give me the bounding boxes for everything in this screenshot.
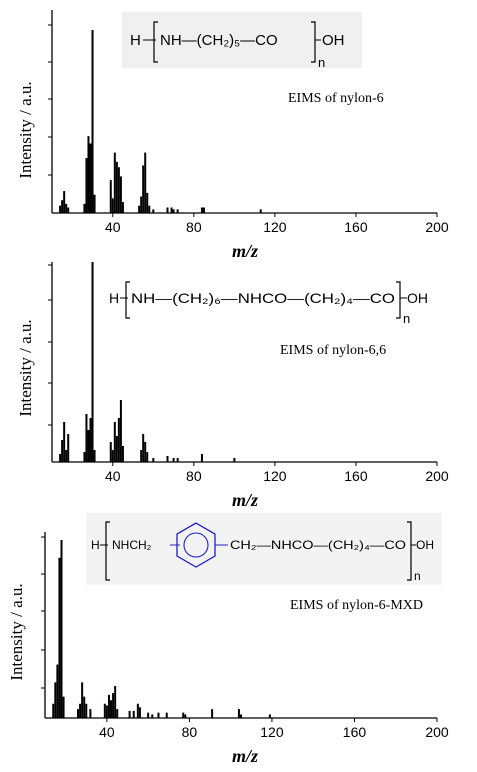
x-ticks: 40 80 120 160 200 [99, 718, 449, 740]
formula-tail: OH [322, 32, 345, 49]
x-axis-label: m/z [232, 746, 258, 766]
chemical-formula: H NH—(CH₂)₆—NHCO—(CH₂)₄—CO OH n [109, 281, 428, 326]
peaks [59, 262, 236, 462]
x-tick-label: 200 [425, 724, 449, 740]
x-ticks: 40 80 120 160 200 [105, 462, 449, 484]
bracket-right [396, 281, 401, 319]
y-axis-label: Intensity / a.u. [16, 319, 35, 416]
formula-background [122, 12, 362, 68]
bracket-left [105, 521, 110, 581]
x-axis-label: m/z [232, 241, 258, 261]
annotation: EIMS of nylon-6-MXD [290, 598, 423, 613]
x-tick-label: 80 [182, 724, 198, 740]
x-tick-label: 40 [99, 724, 115, 740]
x-tick-label: 120 [263, 219, 287, 235]
chemical-formula: H NH—(CH₂)₅—CO OH n [122, 12, 362, 70]
panel-2: Intensity / a.u. 40 80 120 160 200 m/z EIMS … [16, 262, 449, 510]
formula-left: NHCH₂ [112, 538, 152, 552]
x-tick-label: 160 [343, 724, 367, 740]
x-tick-label: 200 [425, 468, 449, 484]
annotation: EIMS of nylon-6 [288, 91, 384, 106]
x-tick-label: 160 [344, 468, 368, 484]
y-axis-label: Intensity / a.u. [16, 81, 35, 178]
bracket-left [125, 281, 130, 319]
formula-subscript: n [318, 55, 325, 70]
x-tick-label: 200 [425, 219, 449, 235]
panel-3: Intensity / a.u. 40 80 120 160 200 m/z EIMS … [7, 513, 449, 766]
formula-head: H [109, 290, 119, 306]
x-tick-label: 160 [344, 219, 368, 235]
panel-1: Intensity / a.u. 40 80 120 160 200 m/z EIMS … [16, 10, 449, 261]
formula-subscript: n [403, 311, 410, 326]
x-tick-label: 120 [263, 468, 287, 484]
benzene-ring-icon [176, 522, 216, 568]
x-tick-label: 80 [186, 219, 202, 235]
x-tick-label: 40 [105, 219, 121, 235]
y-axis-label: Intensity / a.u. [7, 583, 26, 680]
bracket-right [407, 521, 412, 581]
formula-head: H [130, 32, 141, 49]
formula-repeat: NH—(CH₂)₅—CO [160, 32, 278, 49]
formula-background [86, 513, 442, 585]
formula-head: H [91, 538, 100, 552]
formula-subscript: n [414, 569, 421, 583]
peaks [59, 30, 262, 213]
chemical-formula: H NHCH₂ CH₂—NHCO—(CH₂)₄—CO OH n [86, 513, 442, 585]
formula-right: CH₂—NHCO—(CH₂)₄—CO [230, 538, 406, 552]
formula-tail: OH [407, 290, 428, 306]
x-tick-label: 80 [186, 468, 202, 484]
annotation: EIMS of nylon-6,6 [280, 343, 386, 358]
peaks [52, 540, 271, 718]
bracket-right [311, 21, 316, 63]
x-ticks: 40 80 120 160 200 [105, 213, 449, 235]
x-tick-label: 40 [105, 468, 121, 484]
formula-repeat: NH—(CH₂)₆—NHCO—(CH₂)₄—CO [131, 290, 395, 306]
x-axis-label: m/z [232, 490, 258, 510]
bracket-left [153, 21, 158, 63]
formula-tail: OH [416, 538, 434, 552]
x-tick-label: 120 [260, 724, 284, 740]
